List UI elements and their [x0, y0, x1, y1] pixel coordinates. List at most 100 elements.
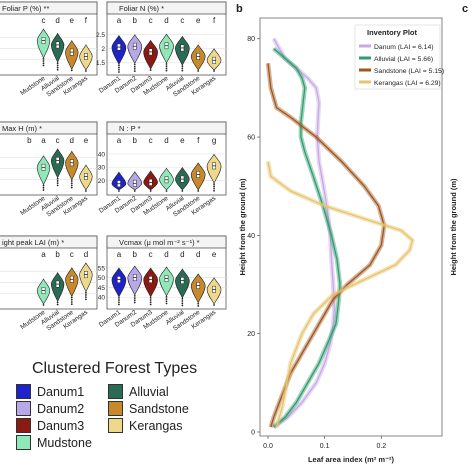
significance-letter-sandstone: f	[197, 136, 200, 145]
panel-c-label: c	[462, 3, 468, 15]
outlier-point	[70, 303, 73, 306]
y-tick-label: 1.5	[96, 60, 105, 67]
outlier-point	[118, 301, 120, 304]
panel-title: Max H (m) *	[2, 124, 42, 133]
significance-letter-sandstone: d	[70, 136, 74, 145]
outlier-point	[165, 300, 168, 303]
panel-title: Vcmax (μ mol m⁻² s⁻¹) *	[119, 238, 200, 247]
significance-letter-mudstone: a	[41, 250, 46, 259]
outlier-point	[213, 304, 215, 306]
panel-title-strip	[106, 235, 227, 249]
outlier-point	[118, 190, 120, 192]
significance-letter-kerangas: d	[84, 250, 88, 259]
outlier-point	[118, 296, 120, 299]
outlier-point	[213, 189, 215, 192]
legend-item-sandstone: Sandstone	[108, 401, 218, 416]
outlier-point	[42, 62, 45, 65]
significance-letter-kerangas: f	[85, 16, 88, 25]
x-tick-label: 0.0	[263, 443, 273, 450]
forest-types-legend: Clustered Forest Types Danum1 Alluvial D…	[12, 360, 217, 450]
outlier-point	[165, 298, 168, 300]
outlier-point	[181, 300, 184, 302]
legend-swatch-alluvial	[108, 384, 123, 399]
outlier-point	[165, 63, 168, 65]
panel-b-label: b	[236, 3, 243, 15]
significance-letter-sandstone: d	[196, 250, 200, 259]
legend-item-danum3: Danum3	[16, 418, 108, 433]
panel-c-y-axis-label: Height from the ground (m)	[449, 178, 458, 276]
legend-item-kerangas: Kerangas	[108, 418, 218, 433]
outlier-point	[133, 65, 136, 68]
outlier-point	[149, 299, 152, 301]
y-tick-label: 60	[247, 135, 255, 142]
legend-swatch-danum1	[16, 384, 31, 399]
outlier-point	[56, 303, 59, 306]
significance-letter-mudstone: a	[41, 136, 46, 145]
outlier-point	[70, 184, 73, 187]
outlier-point	[70, 301, 73, 303]
outlier-point	[118, 303, 120, 306]
outlier-point	[149, 69, 152, 72]
outlier-point	[197, 302, 200, 305]
outlier-point	[133, 297, 136, 299]
legend-label-mudstone: Mudstone	[37, 435, 92, 450]
outlier-point	[42, 186, 45, 189]
significance-letter-danum1: a	[117, 250, 122, 259]
panel-title-strip	[106, 1, 227, 15]
significance-letter-alluvial: c	[56, 136, 60, 145]
significance-letter-danum3: c	[149, 250, 153, 259]
outlier-point	[213, 70, 215, 72]
y-tick-label: 40	[98, 295, 106, 302]
legend-swatch-sandstone	[108, 401, 123, 416]
outlier-point	[133, 68, 136, 70]
significance-letter-danum2: b	[133, 136, 138, 145]
y-tick-label: 20	[98, 178, 106, 185]
outlier-point	[197, 190, 200, 192]
legend-items: Danum1 Alluvial Danum2 Sandstone Danum3 …	[16, 384, 217, 450]
significance-letter-kerangas: e	[84, 136, 89, 145]
outlier-point	[42, 64, 45, 67]
y-tick-label: 55	[98, 265, 106, 272]
significance-letter-mudstone: c	[42, 16, 46, 25]
significance-letter-danum2: b	[133, 250, 138, 259]
outlier-point	[42, 189, 45, 191]
outlier-point	[213, 187, 215, 190]
outlier-point	[213, 185, 215, 188]
outlier-point	[85, 190, 87, 192]
significance-letter-kerangas: g	[212, 136, 216, 145]
x-axis-label: Leaf area index (m² m⁻²)	[308, 455, 395, 464]
outlier-point	[56, 301, 59, 304]
significance-letter-kerangas: e	[212, 250, 217, 259]
significance-letter-danum2: b	[133, 16, 138, 25]
legend-label-danum1: Danum1	[37, 384, 85, 399]
outlier-point	[181, 297, 184, 300]
legend-swatch-kerangas	[108, 418, 123, 433]
series-legend-label-alluvial-lai-5-66: Alluvial (LAI = 5.66)	[374, 56, 433, 63]
outlier-point	[70, 180, 73, 182]
outlier-point	[118, 68, 120, 71]
y-tick-label: 20	[247, 331, 255, 338]
outlier-point	[181, 302, 184, 305]
outlier-point	[133, 301, 136, 304]
outlier-point	[165, 67, 168, 70]
outlier-point	[165, 190, 168, 192]
outlier-point	[85, 298, 87, 301]
outlier-point	[56, 68, 59, 71]
legend-label-sandstone: Sandstone	[129, 401, 189, 416]
outlier-point	[56, 177, 59, 180]
outlier-point	[70, 69, 73, 72]
series-line-danum-lai-6-14	[273, 38, 335, 428]
legend-label-danum3: Danum3	[37, 418, 85, 433]
significance-letter-sandstone: e	[196, 16, 201, 25]
significance-letter-alluvial: d	[55, 16, 59, 25]
y-axis-label: Height from the ground (m)	[238, 178, 247, 276]
violin-panel-1: Foliar P (%) **cMudstonedAlluvialeSandst…	[0, 1, 98, 98]
panel-title: Foliar P (%) **	[2, 4, 49, 13]
violin-panel-2: Foliar N (%) *1.522.5aDanum1bDanum2cDanu…	[96, 1, 227, 98]
violin-panel-4: N : P *203040aDanum1bDanum2cDanum3dMudst…	[98, 121, 227, 218]
outlier-point	[133, 190, 136, 192]
outlier-point	[85, 291, 87, 294]
significance-letter-mudstone: d	[164, 250, 168, 259]
legend-label-kerangas: Kerangas	[129, 418, 183, 433]
legend-title: Clustered Forest Types	[32, 360, 198, 377]
